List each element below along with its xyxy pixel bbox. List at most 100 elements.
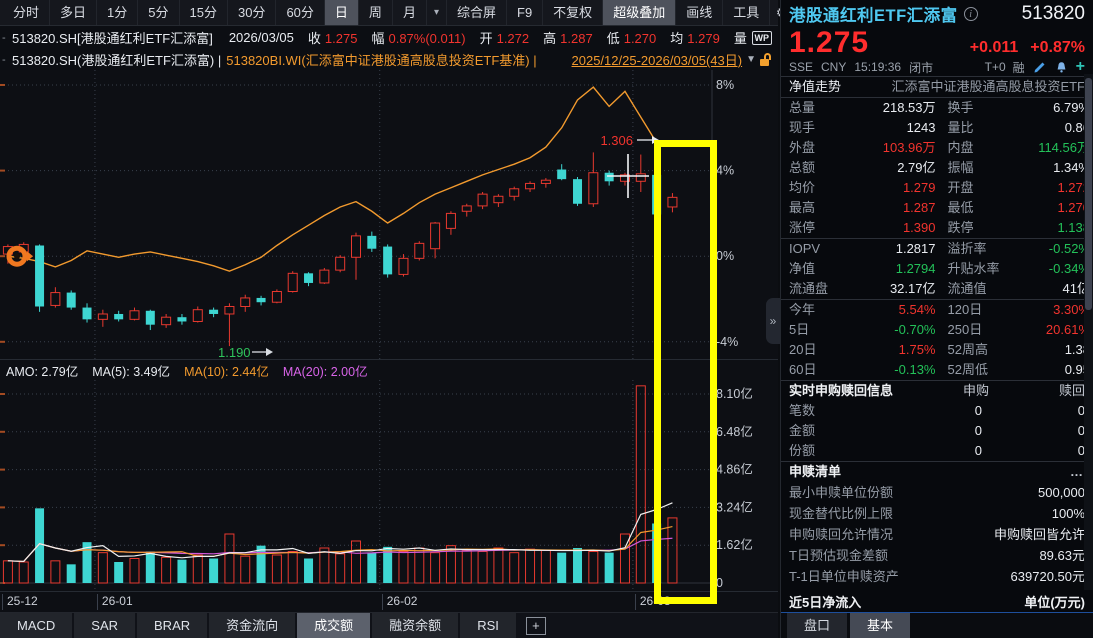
candle-body-up: [430, 222, 441, 250]
volume-bar-up: [525, 548, 536, 584]
candlestick-chart[interactable]: 8% 4% 0% -4% 1.306 1.190: [0, 70, 778, 360]
period-tab[interactable]: 30分: [228, 0, 277, 25]
add-to-watchlist-icon[interactable]: +: [1075, 58, 1085, 75]
volume-pane[interactable]: 8.10亿 6.48亿 4.86亿 3.24亿 1.62亿 0: [0, 380, 778, 592]
candle-body-up: [97, 313, 108, 320]
volume-bar-down: [652, 523, 662, 583]
info-icon[interactable]: i: [963, 7, 978, 21]
alert-bell-icon[interactable]: [1054, 60, 1069, 75]
toolbar-button[interactable]: 不复权: [543, 0, 604, 25]
candle-body-down: [114, 313, 124, 320]
quote-field: 均 1.279: [670, 28, 720, 47]
quote-field-label: 高: [543, 31, 557, 46]
volume-chart[interactable]: 8.10亿 6.48亿 4.86亿 3.24亿 1.62亿 0: [0, 380, 778, 592]
candle-body-down: [557, 169, 567, 180]
price-axis-label: -4%: [716, 335, 738, 349]
add-indicator-button[interactable]: +: [525, 617, 546, 635]
period-tab[interactable]: 分时: [3, 0, 51, 25]
candle-body-down: [604, 172, 614, 182]
stat-value: 1.2794: [895, 261, 936, 276]
volume-bar-down: [304, 558, 314, 583]
period-tab[interactable]: 月: [393, 0, 427, 25]
volume-axis-label: 3.24亿: [716, 499, 753, 514]
panel-tab[interactable]: 盘口: [787, 613, 848, 638]
list-item: 申购赎回允许情况 申购赎回皆允许: [781, 524, 1093, 545]
period-tab[interactable]: 60分: [276, 0, 325, 25]
stat-value: 3.30%: [1053, 302, 1090, 317]
chevron-down-icon[interactable]: ▼: [746, 54, 756, 65]
subscribe-value: 0: [974, 423, 982, 438]
divider: [781, 97, 1093, 98]
toolbar-button[interactable]: 综合屏: [447, 0, 507, 25]
stat-label: 开盘: [947, 180, 974, 195]
wp-badge-icon[interactable]: WP: [751, 30, 772, 45]
candle-body-down: [66, 292, 76, 308]
collapse-panel-handle[interactable]: »: [766, 298, 780, 344]
toolbar-button[interactable]: 工具: [723, 0, 771, 25]
volume-bar-down: [66, 564, 76, 583]
axis-tick: [0, 169, 5, 172]
volume-bar-up: [509, 552, 520, 584]
candle-body-up: [588, 172, 599, 205]
candle-body-down: [383, 246, 393, 275]
axis-tick: [0, 544, 5, 547]
period-tab[interactable]: 15分: [180, 0, 228, 25]
market-status: 闭市: [909, 60, 934, 75]
period-tab-group: 分时 多日 1分 5分 15分 30分 60分日周月 ▾: [3, 0, 447, 25]
period-tab[interactable]: 5分: [138, 0, 180, 25]
candle-body-up: [398, 257, 409, 275]
volume-bar-down: [573, 548, 583, 583]
axis-tick: [0, 468, 5, 471]
indicator-tab[interactable]: 融资余额: [372, 613, 461, 638]
quote-field-value: 1.279: [687, 31, 720, 46]
indicator-tab[interactable]: MACD: [0, 613, 75, 638]
toolbar-button[interactable]: 超级叠加: [603, 0, 677, 25]
axis-tick: [0, 255, 5, 258]
candle-body-down: [367, 235, 377, 249]
indicator-tab[interactable]: SAR: [74, 613, 138, 638]
panel-tab[interactable]: 基本: [850, 613, 911, 638]
indicator-tab[interactable]: 成交额: [297, 613, 373, 638]
toolbar-button[interactable]: 画线: [676, 0, 724, 25]
indicator-tab[interactable]: RSI: [460, 613, 518, 638]
quote-date: 2026/03/05: [228, 30, 294, 45]
candle-body-up: [271, 291, 282, 303]
row-lead-icon: -: [2, 53, 6, 66]
stat-value: 5.54%: [898, 302, 936, 317]
date-range-selector[interactable]: 2025/12/25-2026/03/05(43日) ▼: [572, 50, 772, 69]
stat-value: 1.75%: [898, 342, 936, 357]
stat-value: -0.34%: [1048, 261, 1090, 276]
panel-scrollbar[interactable]: [1084, 74, 1093, 590]
candle-body-down: [82, 307, 92, 320]
stats-row: 最高 1.287 最低 1.270: [781, 198, 1093, 218]
toolbar-button[interactable]: F9: [507, 0, 544, 25]
period-tab[interactable]: 1分: [97, 0, 139, 25]
stats-row: 今年 5.54% 120日 3.30%: [781, 300, 1093, 320]
period-tab[interactable]: ▾: [427, 0, 447, 25]
period-tab[interactable]: 周: [359, 0, 393, 25]
period-tab[interactable]: 日: [324, 0, 359, 25]
volume-bar-up: [430, 552, 441, 584]
list-item-label: 申购赎回允许情况: [789, 527, 894, 542]
unlock-icon[interactable]: [760, 53, 772, 66]
fund-nav-row[interactable]: 净值走势 汇添富中证港股通高股息投资ETF: [781, 77, 1093, 97]
stat-value: 1.34%: [1053, 160, 1090, 175]
volume-bar-down: [256, 545, 266, 583]
redemption-list-header[interactable]: 申赎清单 …: [781, 462, 1093, 482]
edit-pencil-icon[interactable]: [1032, 60, 1047, 75]
candle-body-down: [304, 273, 314, 283]
scrollbar-thumb[interactable]: [1085, 78, 1092, 310]
quote-stats-table: 总量 218.53万 换手 6.79% 现手 1243 量比 0.86 外盘 103.96万 内盘 1…: [781, 98, 1093, 381]
indicator-tab[interactable]: 资金流向: [209, 613, 298, 638]
date-range-text[interactable]: 2025/12/25-2026/03/05(43日): [571, 53, 743, 68]
nav-trend-label[interactable]: 净值走势: [789, 79, 842, 94]
candle-body-up: [525, 182, 536, 190]
period-tab[interactable]: 多日: [50, 0, 98, 25]
more-ellipsis[interactable]: …: [1070, 464, 1085, 479]
axis-tick: [0, 83, 5, 86]
candlestick-pane[interactable]: 8% 4% 0% -4% 1.306 1.190: [0, 70, 778, 360]
indicator-tab[interactable]: BRAR: [137, 613, 210, 638]
stat-label: 均价: [789, 180, 816, 195]
candle-body-up: [461, 205, 472, 212]
trade-mode-badge: T+0: [984, 60, 1006, 74]
